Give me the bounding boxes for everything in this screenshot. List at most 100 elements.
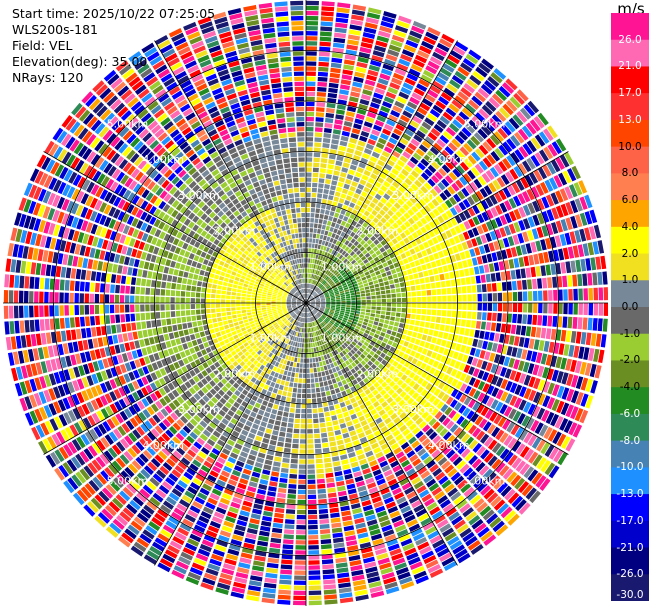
velocity-gate: [295, 408, 301, 414]
velocity-gate: [432, 208, 441, 217]
velocity-gate: [346, 540, 358, 547]
velocity-gate: [50, 451, 61, 465]
velocity-gate: [587, 272, 593, 286]
velocity-gate: [460, 319, 466, 327]
velocity-gate: [419, 545, 432, 555]
velocity-gate: [474, 522, 487, 534]
velocity-gate: [326, 270, 331, 276]
velocity-gate: [262, 515, 273, 522]
velocity-gate: [306, 116, 314, 122]
velocity-gate: [466, 258, 473, 267]
velocity-gate: [418, 271, 424, 278]
velocity-gate: [464, 374, 472, 384]
velocity-gate: [543, 340, 550, 353]
velocity-gate: [268, 418, 275, 425]
velocity-gate: [406, 291, 412, 297]
velocity-gate: [477, 87, 490, 99]
velocity-gate: [308, 524, 318, 530]
velocity-gate: [573, 288, 578, 301]
velocity-gate: [345, 332, 351, 338]
velocity-gate: [352, 253, 358, 259]
velocity-gate: [125, 420, 135, 431]
velocity-gate: [439, 442, 449, 452]
velocity-gate: [279, 352, 284, 358]
velocity-gate: [566, 168, 577, 182]
velocity-gate: [166, 458, 176, 468]
velocity-gate: [287, 328, 291, 333]
velocity-gate: [348, 273, 354, 278]
velocity-gate: [297, 304, 302, 307]
velocity-gate: [254, 402, 261, 409]
velocity-gate: [456, 164, 466, 175]
velocity-gate: [333, 278, 338, 282]
velocity-gate: [426, 350, 433, 357]
velocity-gate: [413, 192, 421, 201]
velocity-gate: [380, 352, 386, 359]
velocity-gate: [289, 361, 294, 367]
velocity-gate: [499, 366, 507, 377]
velocity-gate: [332, 217, 338, 223]
velocity-gate: [469, 329, 475, 337]
velocity-gate: [49, 418, 59, 432]
velocity-gate: [537, 212, 545, 225]
velocity-gate: [326, 395, 332, 401]
velocity-gate: [319, 308, 325, 311]
velocity-gate: [527, 100, 540, 114]
velocity-gate: [318, 311, 323, 315]
velocity-gate: [355, 310, 361, 314]
velocity-gate: [315, 448, 322, 454]
velocity-gate: [397, 198, 405, 206]
velocity-gate: [273, 349, 279, 355]
velocity-gate: [454, 225, 462, 234]
velocity-gate: [111, 444, 122, 456]
velocity-gate: [346, 305, 351, 308]
velocity-gate: [411, 291, 417, 297]
velocity-gate: [294, 575, 306, 580]
velocity-gate: [200, 407, 209, 416]
velocity-gate: [508, 223, 516, 234]
velocity-gate: [396, 496, 407, 505]
velocity-gate: [318, 51, 330, 57]
velocity-gate: [246, 527, 258, 535]
velocity-gate: [270, 435, 278, 441]
velocity-gate: [306, 222, 310, 228]
velocity-gate: [390, 460, 400, 469]
velocity-gate: [387, 86, 399, 95]
velocity-gate: [397, 473, 407, 482]
velocity-gate: [296, 398, 301, 404]
velocity-gate: [313, 228, 318, 234]
velocity-gate: [109, 391, 118, 402]
velocity-gate: [270, 476, 279, 482]
velocity-gate: [425, 559, 439, 569]
velocity-gate: [342, 69, 354, 76]
velocity-gate: [279, 346, 284, 352]
velocity-gate: [410, 183, 419, 192]
velocity-gate: [280, 426, 287, 432]
velocity-gate: [457, 294, 462, 302]
velocity-gate: [400, 318, 406, 323]
velocity-gate: [213, 511, 225, 520]
velocity-gate: [320, 26, 333, 32]
velocity-gate: [480, 485, 492, 496]
velocity-gate: [406, 518, 418, 528]
velocity-gate: [373, 429, 382, 437]
velocity-gate: [310, 268, 313, 274]
velocity-gate: [327, 323, 332, 328]
velocity-gate: [369, 528, 381, 536]
velocity-gate: [354, 273, 360, 278]
velocity-gate: [303, 317, 305, 323]
velocity-gate: [430, 127, 441, 137]
velocity-gate: [427, 563, 441, 574]
velocity-gate: [382, 337, 389, 344]
velocity-gate: [421, 140, 432, 149]
velocity-gate: [283, 452, 291, 458]
velocity-gate: [233, 581, 247, 589]
velocity-gate: [326, 258, 331, 264]
velocity-gate: [127, 447, 138, 458]
velocity-gate: [461, 433, 471, 443]
velocity-gate: [483, 185, 493, 196]
velocity-gate: [435, 471, 446, 481]
velocity-gate: [363, 446, 372, 453]
velocity-gate: [402, 542, 415, 552]
velocity-gate: [54, 449, 65, 463]
